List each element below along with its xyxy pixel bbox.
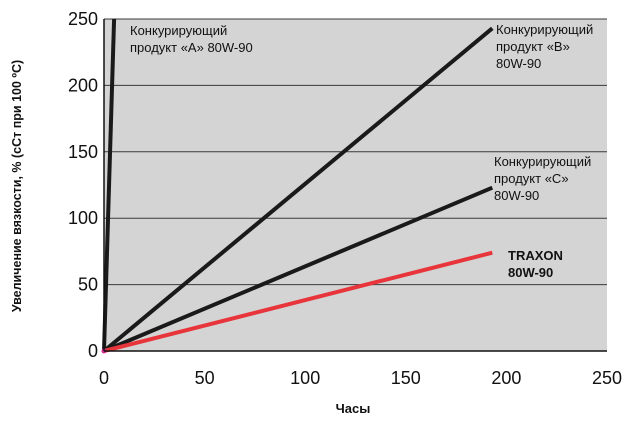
series-line-3 [103,185,494,353]
series-label-1-line-2: продукт «A» 80W-90 [130,40,253,55]
series-label-2-line-3: 80W-90 [496,56,541,71]
y-tick-label-100: 100 [68,208,98,228]
x-tick-label-0: 0 [99,368,109,388]
series-label-1-line-1: Конкурирующий [130,23,227,38]
y-tick-label-50: 50 [78,275,98,295]
y-tick-label-150: 150 [68,142,98,162]
series-line-2 [102,26,494,353]
series-label-2-line-1: Конкурирующий [496,22,593,37]
series-line-1 [102,18,117,352]
x-tick-label-100: 100 [290,368,320,388]
series-label-3-line-3: 80W-90 [494,188,539,203]
series-line-4 [103,250,493,353]
series-label-2-line-2: продукт «B» [496,39,570,54]
series-label-3-line-2: продукт «C» [494,171,569,186]
x-tick-label-200: 200 [491,368,521,388]
x-tick-label-150: 150 [391,368,421,388]
series-label-3: Конкурирующий продукт «C» 80W-90 [494,154,591,203]
y-tick-label-250: 250 [68,9,98,29]
series-label-3-line-1: Конкурирующий [494,154,591,169]
series-label-1: Конкурирующий продукт «A» 80W-90 [130,23,253,55]
x-tick-label-250: 250 [592,368,622,388]
x-axis-title: Часы [336,401,371,416]
y-axis-title: Увеличение вязкости, % (сСт при 100 ºС) [10,60,24,312]
series-label-4-line-1: TRAXON [508,248,563,263]
series-label-4-line-2: 80W-90 [508,265,553,280]
series-label-2: Конкурирующий продукт «B» 80W-90 [496,22,593,71]
series-label-4: TRAXON 80W-90 [508,248,563,280]
x-tick-label-50: 50 [195,368,215,388]
y-tick-label-0: 0 [88,341,98,361]
y-tick-label-200: 200 [68,75,98,95]
plot-area [104,19,607,351]
